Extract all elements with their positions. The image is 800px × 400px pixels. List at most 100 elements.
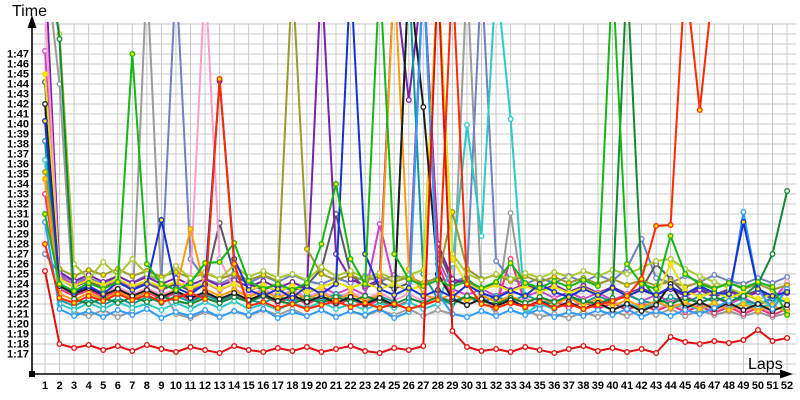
series-line [44, 22, 788, 319]
x-tick-label: 13 [213, 380, 225, 392]
y-tick-label: 1:41 [7, 109, 29, 121]
y-tick-label: 1:22 [7, 299, 29, 311]
y-tick-label: 1:44 [7, 79, 30, 91]
x-tick-label: 42 [635, 380, 647, 392]
y-tick-label: 1:24 [7, 279, 30, 291]
series-markers [42, 268, 791, 356]
x-tick-label: 27 [417, 380, 429, 392]
x-tick-label: 17 [272, 380, 284, 392]
series-line [56, 22, 789, 305]
x-tick-label: 18 [286, 380, 298, 392]
y-tick-label: 1:46 [7, 59, 29, 71]
y-tick-label: 1:43 [7, 89, 29, 101]
x-tick-label: 43 [650, 380, 662, 392]
y-tick-label: 1:32 [7, 199, 29, 211]
y-tick-label: 1:30 [7, 219, 29, 231]
x-tick-label: 41 [621, 380, 633, 392]
axes [27, 15, 793, 379]
y-tick-label: 1:20 [7, 319, 29, 331]
series-winner-red [42, 22, 791, 356]
y-tick-label: 1:40 [7, 119, 29, 131]
x-tick-label: 39 [592, 380, 604, 392]
x-tick-label: 34 [519, 380, 532, 392]
x-tick-label: 51 [766, 380, 778, 392]
y-tick-label: 1:33 [7, 189, 29, 201]
y-tick-label: 1:28 [7, 239, 29, 251]
x-tick-label: 6 [115, 380, 121, 392]
y-tick-label: 1:36 [7, 159, 29, 171]
y-tick-label: 1:27 [7, 249, 29, 261]
x-tick-label: 2 [56, 380, 62, 392]
x-tick-label: 45 [679, 380, 691, 392]
x-tick-label: 37 [563, 380, 575, 392]
x-tick-label: 44 [665, 380, 678, 392]
x-tick-label: 21 [330, 380, 342, 392]
x-axis-title: Laps [748, 356, 783, 373]
x-tick-label: 25 [388, 380, 400, 392]
x-tick-label: 23 [359, 380, 371, 392]
x-tick-label: 8 [144, 380, 150, 392]
x-tick-label: 20 [315, 380, 327, 392]
x-tick-label: 47 [708, 380, 720, 392]
y-tick-label: 1:29 [7, 229, 29, 241]
x-tick-label: 14 [228, 380, 241, 392]
x-tick-label: 12 [199, 380, 211, 392]
y-tick-label: 1:47 [7, 49, 29, 61]
x-tick-label: 19 [301, 380, 313, 392]
x-tick-label: 31 [475, 380, 487, 392]
y-tick-label: 1:26 [7, 259, 29, 271]
origin-marker [29, 371, 35, 377]
x-tick-label: 48 [723, 380, 735, 392]
x-tick-label: 33 [504, 380, 516, 392]
y-axis-arrow-icon [27, 15, 37, 28]
series-line [44, 22, 788, 316]
x-axis-arrow-icon [780, 369, 793, 379]
y-tick-label: 1:31 [7, 209, 29, 221]
series-line [44, 22, 788, 299]
x-tick-label: 35 [534, 380, 546, 392]
y-tick-label: 1:35 [7, 169, 29, 181]
y-tick-label: 1:38 [7, 139, 29, 151]
x-tick-label: 40 [606, 380, 618, 392]
y-tick-label: 1:25 [7, 269, 29, 281]
x-tick-label: 22 [344, 380, 356, 392]
x-tick-label: 15 [243, 380, 255, 392]
series-scarlet [42, 22, 711, 312]
series-layer [42, 22, 791, 356]
x-tick-label: 29 [446, 380, 458, 392]
x-tick-label: 16 [257, 380, 269, 392]
x-tick-label: 3 [71, 380, 77, 392]
x-tick-label: 5 [100, 380, 106, 392]
y-tick-label: 1:39 [7, 129, 29, 141]
x-tick-label: 10 [170, 380, 182, 392]
x-tick-label: 50 [752, 380, 764, 392]
y-tick-label: 1:21 [7, 309, 29, 321]
y-axis-title: Time [12, 3, 47, 20]
series-green [42, 22, 791, 318]
series-line [51, 22, 788, 319]
x-tick-label: 1 [42, 380, 48, 392]
y-tick-label: 1:42 [7, 99, 29, 111]
series-line [44, 22, 788, 301]
x-tick-label: 49 [737, 380, 749, 392]
series-line [44, 22, 788, 354]
x-tick-label: 28 [432, 380, 444, 392]
x-tick-label: 32 [490, 380, 502, 392]
x-tick-label: 4 [86, 380, 93, 392]
x-tick-label: 46 [694, 380, 706, 392]
x-tick-label: 38 [577, 380, 589, 392]
x-tick-label: 9 [158, 380, 164, 392]
y-tick-label: 1:23 [7, 289, 29, 301]
y-tick-label: 1:37 [7, 149, 29, 161]
tick-labels: 1:171:181:191:201:211:221:231:241:251:26… [7, 49, 793, 393]
y-tick-label: 1:18 [7, 339, 29, 351]
series-markers [42, 76, 703, 312]
x-tick-label: 24 [374, 380, 387, 392]
y-tick-label: 1:45 [7, 69, 29, 81]
y-tick-label: 1:19 [7, 329, 29, 341]
series-line [44, 22, 788, 312]
x-tick-label: 30 [461, 380, 473, 392]
x-tick-label: 52 [781, 380, 793, 392]
